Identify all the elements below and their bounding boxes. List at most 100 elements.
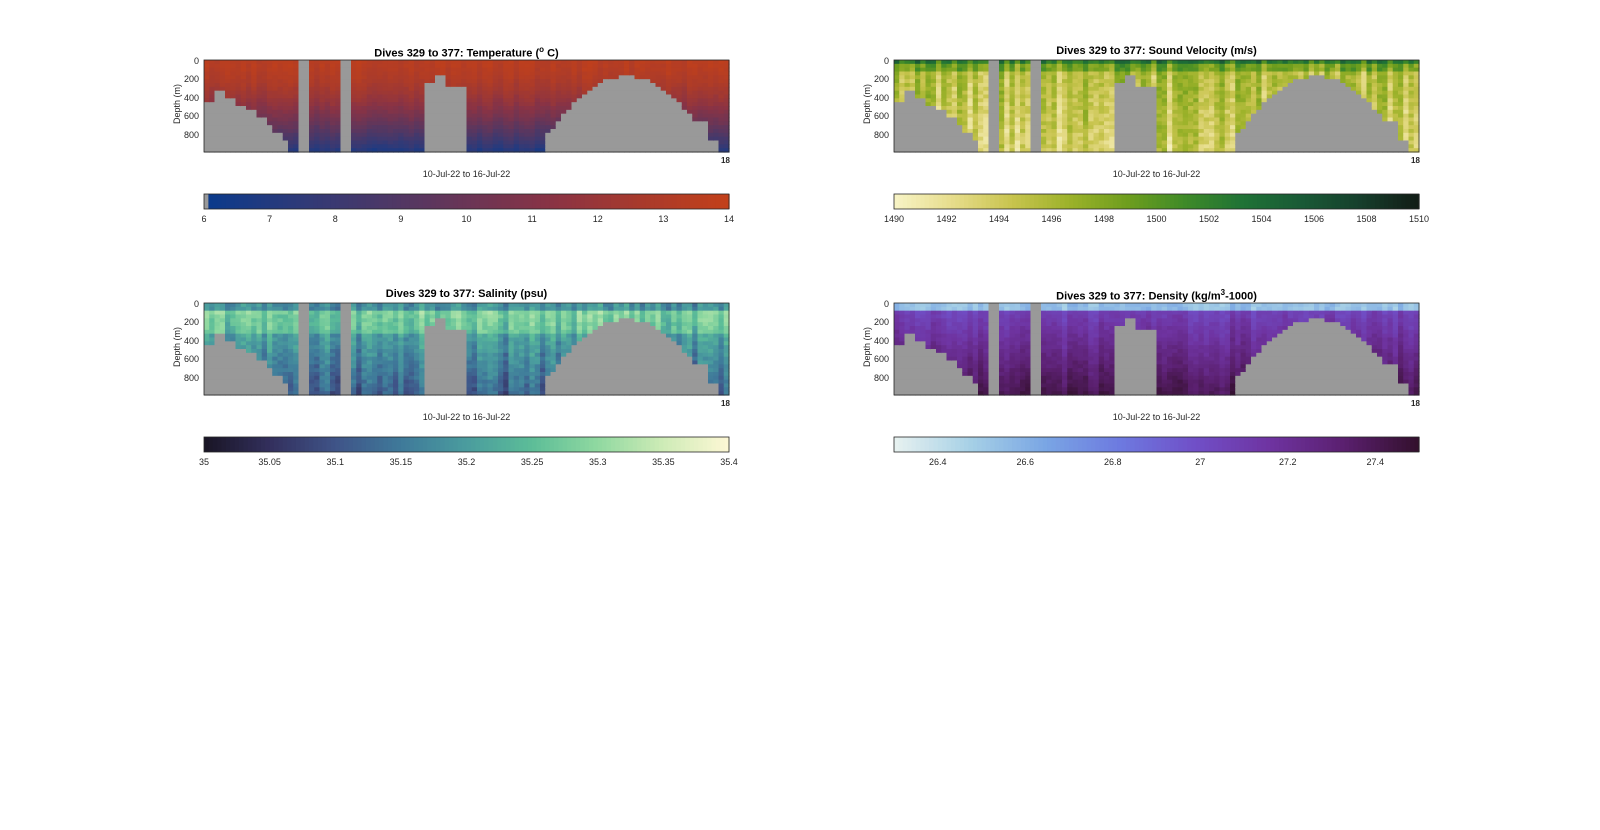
heatmap-cell xyxy=(435,83,441,88)
heatmap-cell xyxy=(597,148,604,153)
heatmap-cell xyxy=(1167,67,1173,73)
heatmap-cell xyxy=(1382,125,1389,130)
colorbar-segment xyxy=(985,194,991,209)
heatmap-cell xyxy=(925,144,932,149)
heatmap-cell xyxy=(330,129,336,134)
heatmap-cell xyxy=(978,140,984,145)
heatmap-cell xyxy=(225,129,231,134)
heatmap-cell xyxy=(1340,125,1347,130)
heatmap-cell xyxy=(1156,98,1163,103)
heatmap-cell xyxy=(681,63,688,69)
heatmap-cell xyxy=(894,148,900,153)
heatmap-cell xyxy=(303,75,310,80)
heatmap-cell xyxy=(1256,94,1263,99)
heatmap-cell xyxy=(1287,75,1294,80)
heatmap-cell xyxy=(1266,79,1273,84)
heatmap-cell xyxy=(1335,63,1341,69)
heatmap-cell xyxy=(713,94,720,99)
heatmap-cell xyxy=(1172,125,1179,130)
heatmap-cell xyxy=(566,117,573,122)
heatmap-cell xyxy=(498,117,504,122)
heatmap-cell xyxy=(1251,136,1257,142)
heatmap-cell xyxy=(723,67,730,73)
colorbar-segment xyxy=(584,194,590,209)
heatmap-cell xyxy=(1135,132,1142,138)
heatmap-cell xyxy=(282,132,289,138)
heatmap-cell xyxy=(261,148,268,153)
heatmap-cell xyxy=(1382,106,1389,111)
heatmap-cell xyxy=(681,117,688,122)
heatmap-cell xyxy=(1140,90,1147,96)
heatmap-cell xyxy=(920,132,927,138)
heatmap-cell xyxy=(277,113,284,119)
heatmap-cell xyxy=(1135,71,1142,76)
heatmap-cell xyxy=(915,125,921,130)
heatmap-cell xyxy=(1282,83,1289,88)
heatmap-cell xyxy=(1382,109,1389,115)
heatmap-cell xyxy=(513,136,520,142)
heatmap-cell xyxy=(251,136,258,142)
heatmap-cell xyxy=(429,71,436,76)
heatmap-cell xyxy=(524,75,531,80)
heatmap-cell xyxy=(1062,136,1068,142)
heatmap-cell xyxy=(477,71,483,76)
heatmap-cell xyxy=(303,79,310,84)
heatmap-cell xyxy=(1140,125,1147,130)
heatmap-cell xyxy=(650,60,657,65)
heatmap-cell xyxy=(1098,94,1105,99)
heatmap-cell xyxy=(1083,136,1089,142)
heatmap-cell xyxy=(666,132,672,138)
heatmap-cell xyxy=(1177,63,1184,69)
heatmap-cell xyxy=(466,109,473,115)
heatmap-cell xyxy=(713,86,720,92)
heatmap-cell xyxy=(545,67,552,73)
heatmap-cell xyxy=(340,113,347,119)
heatmap-cell xyxy=(941,144,948,149)
heatmap-cell xyxy=(445,140,452,145)
heatmap-cell xyxy=(471,86,478,92)
colorbar-segment xyxy=(1038,194,1044,209)
heatmap-cell xyxy=(915,106,921,111)
heatmap-cell xyxy=(645,63,651,69)
heatmap-cell xyxy=(330,140,336,145)
colorbar-segment xyxy=(1060,194,1066,209)
heatmap-cell xyxy=(1062,75,1068,80)
heatmap-cell xyxy=(671,94,678,99)
heatmap-cell xyxy=(471,67,478,73)
heatmap-cell xyxy=(508,148,515,153)
heatmap-cell xyxy=(330,75,336,80)
heatmap-cell xyxy=(1224,121,1231,126)
heatmap-cell xyxy=(513,90,520,96)
heatmap-cell xyxy=(319,148,326,153)
heatmap-cell xyxy=(230,129,237,134)
colorbar-segment xyxy=(1034,194,1039,209)
heatmap-cell xyxy=(492,148,499,153)
heatmap-cell xyxy=(1256,63,1263,69)
heatmap-cell xyxy=(723,90,730,96)
heatmap-cell xyxy=(1272,136,1278,142)
heatmap-cell xyxy=(461,117,468,122)
heatmap-cell xyxy=(571,121,578,126)
heatmap-cell xyxy=(204,148,210,153)
heatmap-cell xyxy=(503,86,510,92)
heatmap-cell xyxy=(414,67,420,73)
heatmap-cell xyxy=(225,125,231,130)
heatmap-cell xyxy=(1188,125,1194,130)
heatmap-cell xyxy=(613,98,620,103)
heatmap-cell xyxy=(666,148,672,153)
heatmap-cell xyxy=(613,71,620,76)
heatmap-cell xyxy=(256,60,263,65)
heatmap-cell xyxy=(587,148,594,153)
heatmap-cell xyxy=(592,75,599,80)
heatmap-cell xyxy=(1340,75,1347,80)
heatmap-cell xyxy=(1282,79,1289,84)
heatmap-cell xyxy=(1203,94,1210,99)
heatmap-cell xyxy=(941,75,948,80)
heatmap-cell xyxy=(967,98,974,103)
heatmap-cell xyxy=(894,63,900,69)
heatmap-cell xyxy=(503,98,510,103)
heatmap-cell xyxy=(1272,90,1278,96)
heatmap-cell xyxy=(314,75,321,80)
heatmap-cell xyxy=(1230,132,1236,138)
heatmap-cell xyxy=(713,132,720,138)
